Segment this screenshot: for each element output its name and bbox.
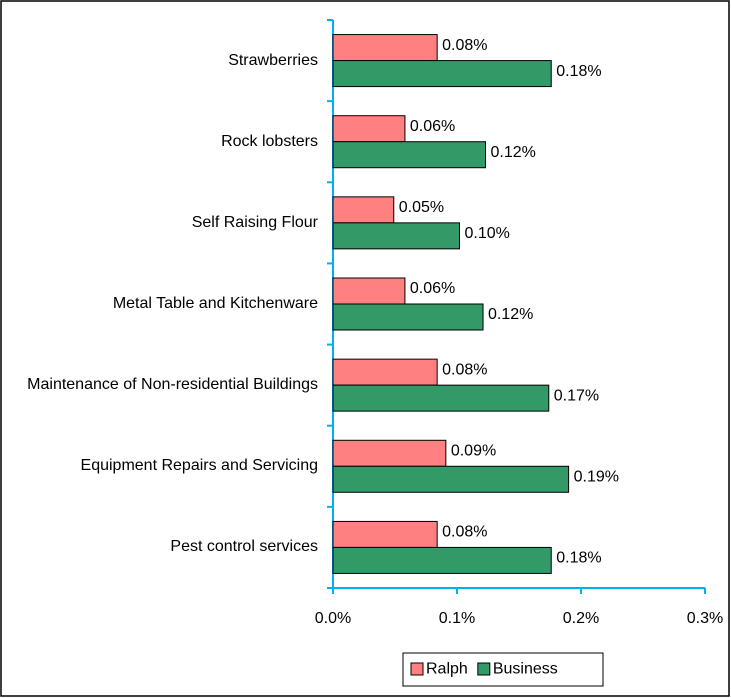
x-tick-label: 0.2%	[563, 610, 599, 627]
data-label: 0.08%	[442, 37, 487, 54]
data-label: 0.18%	[556, 63, 601, 80]
data-label: 0.18%	[556, 550, 601, 567]
category-label-box: Rock lobsters	[8, 112, 318, 172]
bar	[332, 196, 395, 224]
bar	[332, 358, 438, 386]
bar	[332, 384, 550, 412]
legend-box	[402, 652, 604, 687]
category-label: Metal Table and Kitchenware	[112, 295, 318, 312]
bar	[332, 439, 447, 467]
bar	[332, 520, 438, 548]
bar	[332, 34, 438, 62]
category-label: Self Raising Flour	[191, 213, 318, 231]
category-label-box: Strawberries	[8, 31, 318, 91]
category-label-box: Metal Table and Kitchenware	[8, 274, 318, 334]
category-label-box: Pest control services	[8, 517, 318, 577]
data-label: 0.05%	[399, 199, 444, 216]
data-label: 0.10%	[464, 225, 509, 242]
data-label: 0.09%	[451, 443, 496, 460]
category-label: Pest control services	[170, 538, 318, 556]
x-tick-label: 0.1%	[439, 610, 475, 627]
bar	[332, 60, 552, 88]
data-label: 0.12%	[488, 306, 533, 323]
legend-label: Business	[493, 661, 558, 678]
x-tick-label: 0.0%	[315, 610, 351, 627]
legend-label: Ralph	[426, 661, 468, 678]
category-label: Rock lobsters	[221, 132, 318, 150]
data-label: 0.06%	[410, 118, 455, 135]
x-tick-label: 0.3%	[687, 610, 723, 627]
data-label: 0.17%	[554, 387, 599, 404]
data-label: 0.08%	[442, 524, 487, 541]
bar	[332, 115, 406, 143]
bar	[332, 546, 552, 574]
legend-swatch	[410, 662, 424, 676]
bar	[332, 222, 460, 250]
category-label: Equipment Repairs and Servicing	[80, 457, 318, 475]
bar	[332, 303, 484, 331]
bar	[332, 277, 406, 305]
data-label: 0.12%	[491, 144, 536, 161]
category-label: Maintenance of Non-residential Buildings	[27, 376, 318, 394]
bar	[332, 141, 487, 169]
data-label: 0.08%	[442, 361, 487, 378]
data-label: 0.19%	[574, 469, 619, 486]
category-label-box: Maintenance of Non-residential Buildings	[8, 355, 318, 415]
data-label: 0.06%	[410, 280, 455, 297]
category-label-box: Self Raising Flour	[8, 193, 318, 253]
bar	[332, 465, 570, 493]
legend-swatch	[477, 662, 491, 676]
category-label-box: Equipment Repairs and Servicing	[8, 436, 318, 496]
category-label: Strawberries	[228, 51, 318, 69]
